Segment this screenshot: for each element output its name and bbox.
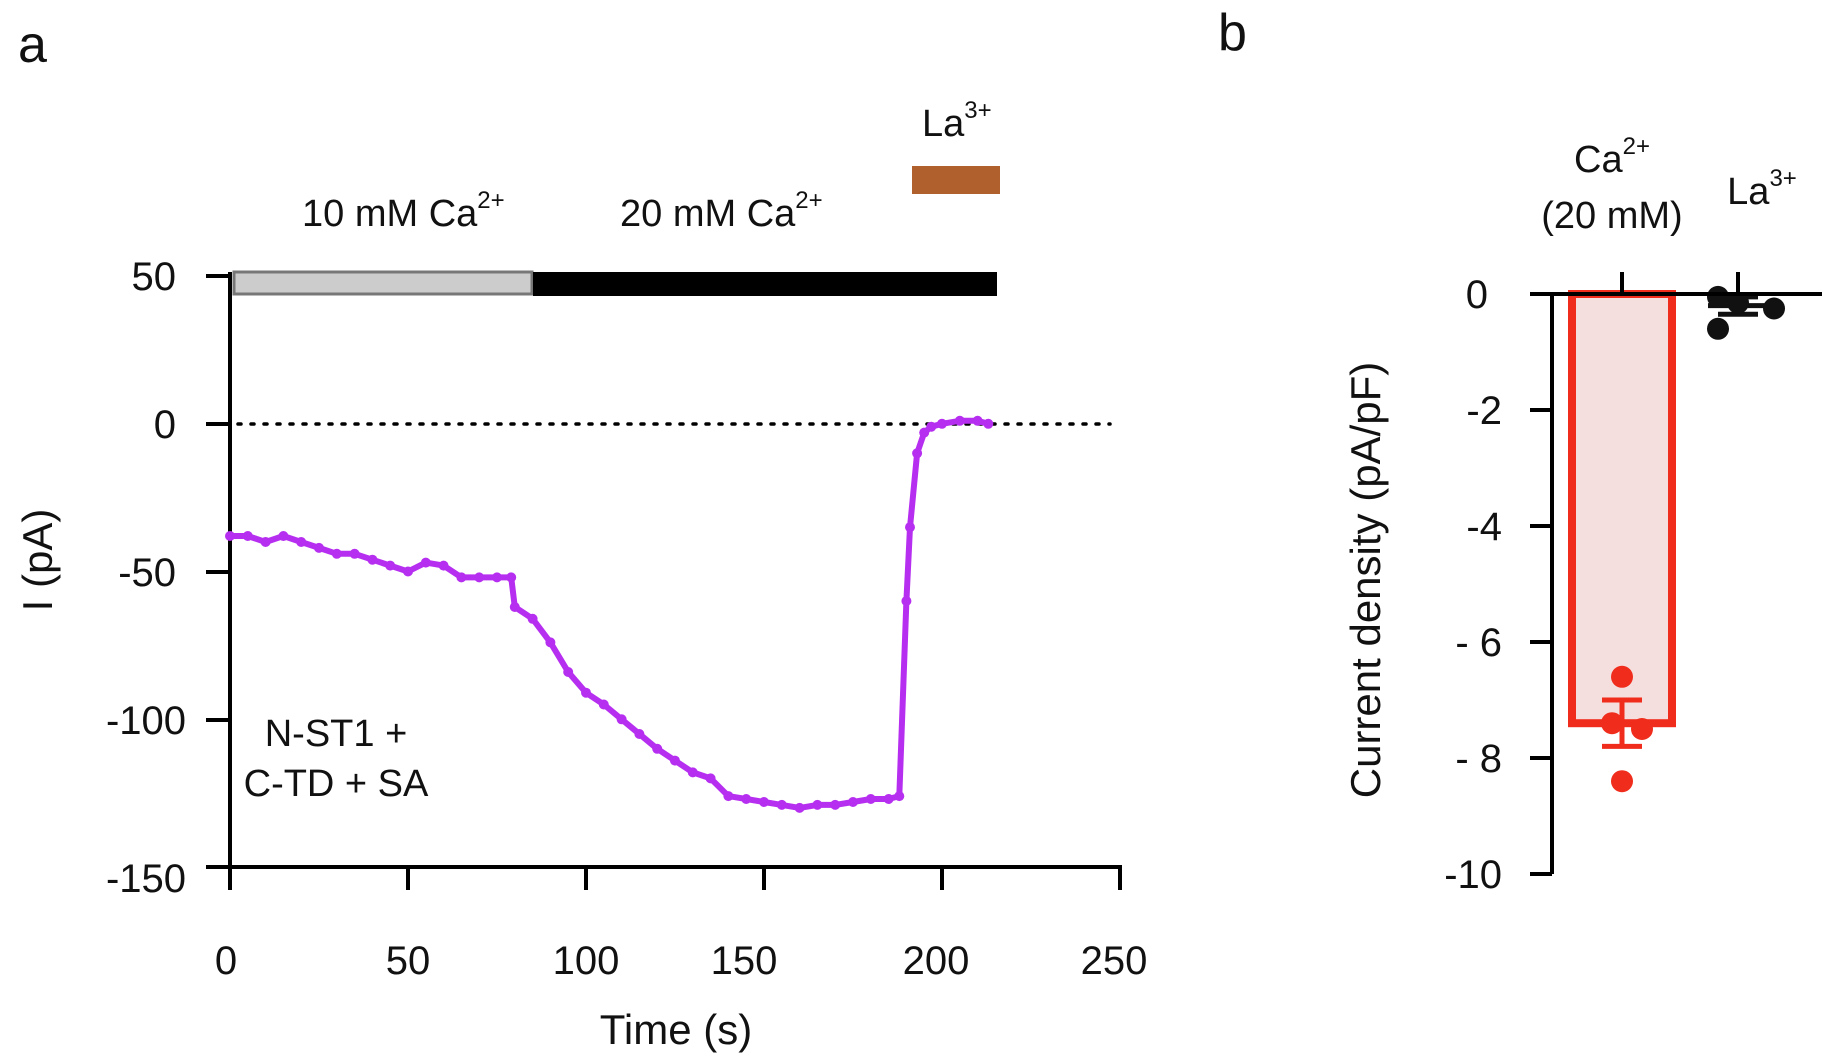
- trace-point: [723, 791, 734, 802]
- trace-point: [905, 522, 915, 533]
- trace-point: [563, 667, 574, 677]
- data-point: [1763, 297, 1785, 320]
- trace-point: [349, 548, 360, 559]
- label-20mM-ca: 20 mM Ca2+: [620, 187, 823, 235]
- trace-point: [687, 767, 698, 778]
- trace-point: [894, 791, 905, 802]
- trace-point: [937, 418, 947, 429]
- data-point: [1611, 770, 1633, 793]
- trace-point: [652, 743, 663, 754]
- data-point: [1601, 712, 1623, 735]
- y-tick-label: - 8: [1455, 737, 1502, 781]
- trace-point: [492, 572, 502, 583]
- panel-a-y-ticks: 50 0 -50 -100 -150: [106, 255, 230, 901]
- x-tick-label: 100: [553, 939, 620, 983]
- y-tick-label: -100: [106, 699, 186, 743]
- x-tick-label: 150: [711, 939, 778, 983]
- trace-point: [331, 548, 342, 559]
- trace-point: [812, 799, 823, 810]
- x-tick-label: 200: [903, 939, 970, 983]
- current-trace: [225, 415, 994, 813]
- trace-point: [598, 699, 609, 710]
- trace-point: [260, 537, 271, 547]
- trace-point: [776, 799, 787, 810]
- y-tick-label: -150: [106, 857, 186, 901]
- trace-point: [403, 566, 413, 577]
- trace-point: [438, 560, 449, 571]
- trace-point: [830, 799, 841, 810]
- trace-point: [527, 613, 538, 624]
- trace-point: [474, 572, 485, 583]
- data-point: [1707, 317, 1729, 340]
- x-tick-label: 50: [386, 939, 431, 983]
- trace-point: [848, 797, 858, 807]
- panel-b-label: b: [1218, 4, 1247, 62]
- trace-point: [509, 602, 520, 612]
- panel-b-y-ticks: 0 -2 -4 - 6 - 8 -10: [1444, 273, 1552, 897]
- data-point: [1611, 665, 1633, 688]
- trace-point: [883, 794, 894, 804]
- y-tick-label: 0: [1466, 273, 1488, 317]
- category-label-la: La3+: [1727, 165, 1797, 213]
- trace-point: [385, 560, 396, 571]
- y-tick-label: 50: [132, 255, 177, 299]
- data-point: [1727, 291, 1749, 314]
- y-tick-label: -2: [1466, 389, 1502, 433]
- y-tick-label: 0: [154, 403, 176, 447]
- trace-point: [420, 557, 431, 568]
- trace-point: [314, 542, 324, 553]
- application-bar-10mM-ca: [232, 270, 534, 296]
- trace-point: [741, 794, 752, 804]
- application-bar-la: [912, 166, 1000, 194]
- trace-point: [901, 596, 912, 606]
- trace-point: [670, 755, 680, 766]
- y-tick-label: -50: [118, 551, 176, 595]
- trace-point: [759, 797, 769, 807]
- application-bars: 10 mM Ca2+ 20 mM Ca2+ La3+: [232, 97, 1000, 296]
- panel-a-x-axis-title: Time (s): [600, 1006, 752, 1053]
- trace-point: [367, 554, 378, 565]
- y-tick-label: -10: [1444, 853, 1502, 897]
- panel-a-label: a: [18, 16, 47, 74]
- panel-a-y-axis-title: I (pA): [14, 509, 61, 612]
- trace-point: [456, 572, 467, 583]
- label-10mM-ca: 10 mM Ca2+: [302, 187, 505, 235]
- trace-point: [581, 687, 591, 698]
- trace-point: [705, 773, 716, 784]
- x-tick-label: 250: [1081, 939, 1148, 983]
- application-bar-20mM-ca: [533, 272, 997, 296]
- trace-point: [794, 802, 805, 813]
- y-tick-label: - 6: [1455, 621, 1502, 665]
- trace-point: [506, 572, 517, 583]
- trace-point: [865, 794, 876, 804]
- data-point: [1707, 285, 1729, 308]
- category-label-ca-concentration: (20 mM): [1541, 195, 1682, 237]
- category-label-ca: Ca2+: [1574, 133, 1650, 181]
- panel-a-x-ticks: 0 50 100 150 200 250: [215, 867, 1148, 983]
- trace-point: [242, 531, 253, 541]
- trace-point: [954, 415, 965, 426]
- trace-point: [912, 448, 923, 459]
- construct-annotation-line1: N-ST1 +: [265, 713, 408, 755]
- trace-point: [278, 531, 289, 541]
- trace-point: [926, 421, 937, 432]
- panel-b-bars: [1568, 285, 1785, 793]
- trace-point: [296, 537, 307, 547]
- data-point: [1631, 718, 1653, 740]
- trace-point: [919, 427, 930, 438]
- trace-point: [634, 729, 645, 739]
- x-tick-label: 0: [215, 939, 237, 983]
- trace-point: [972, 415, 983, 426]
- label-la: La3+: [922, 97, 992, 145]
- panel-b-y-axis-title: Current density (pA/pF): [1342, 362, 1389, 799]
- construct-annotation-line2: C-TD + SA: [244, 763, 429, 805]
- trace-point: [225, 531, 235, 541]
- trace-point: [545, 637, 556, 648]
- y-tick-label: -4: [1466, 505, 1502, 549]
- trace-point: [616, 714, 627, 725]
- bar-ca-20mM: [1568, 290, 1676, 728]
- trace-point: [983, 418, 994, 429]
